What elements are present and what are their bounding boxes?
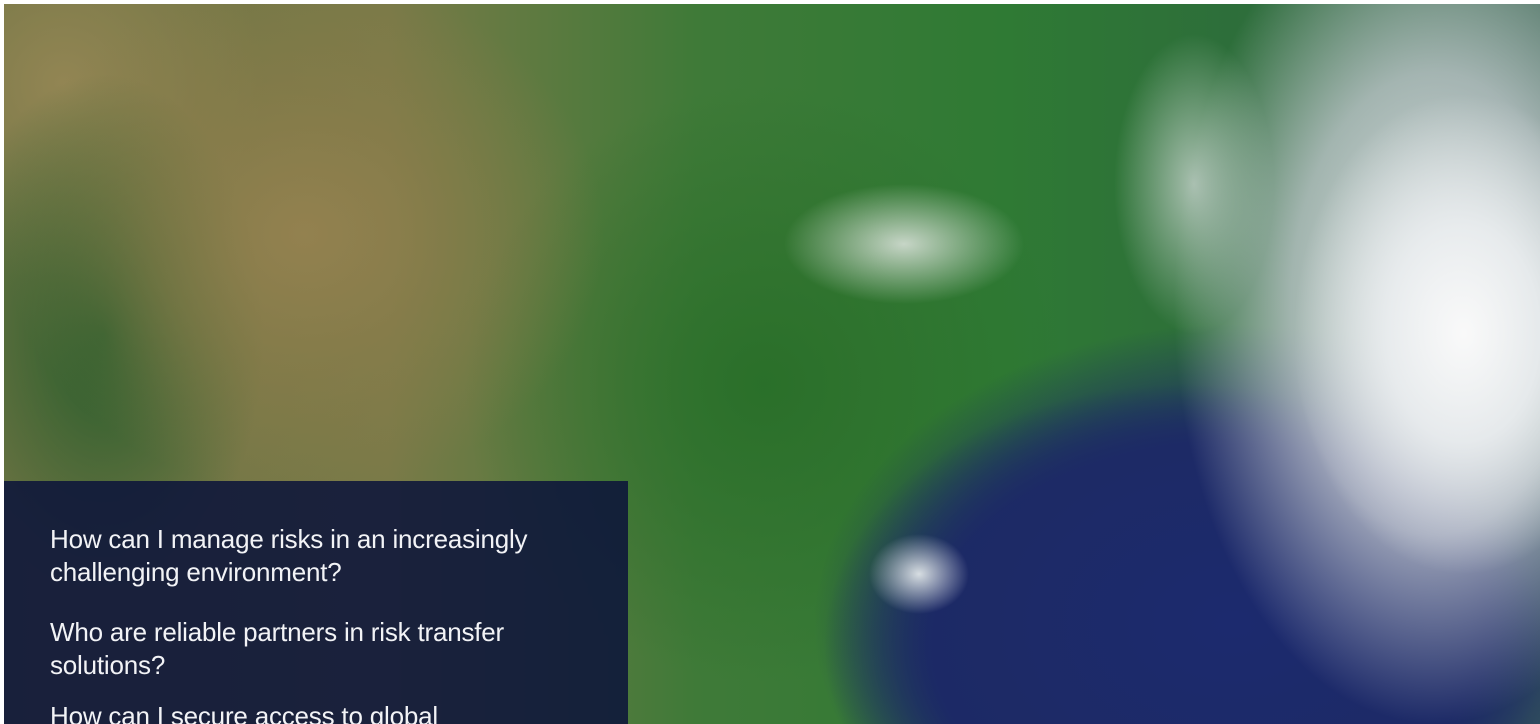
question: Who are reliable partners in risk transf… (50, 617, 505, 680)
question-panel: How can I manage risks in an increasingl… (4, 481, 628, 724)
question: How can I manage risks in an increasingl… (50, 524, 528, 587)
question: How can I secure access to global (50, 701, 438, 724)
